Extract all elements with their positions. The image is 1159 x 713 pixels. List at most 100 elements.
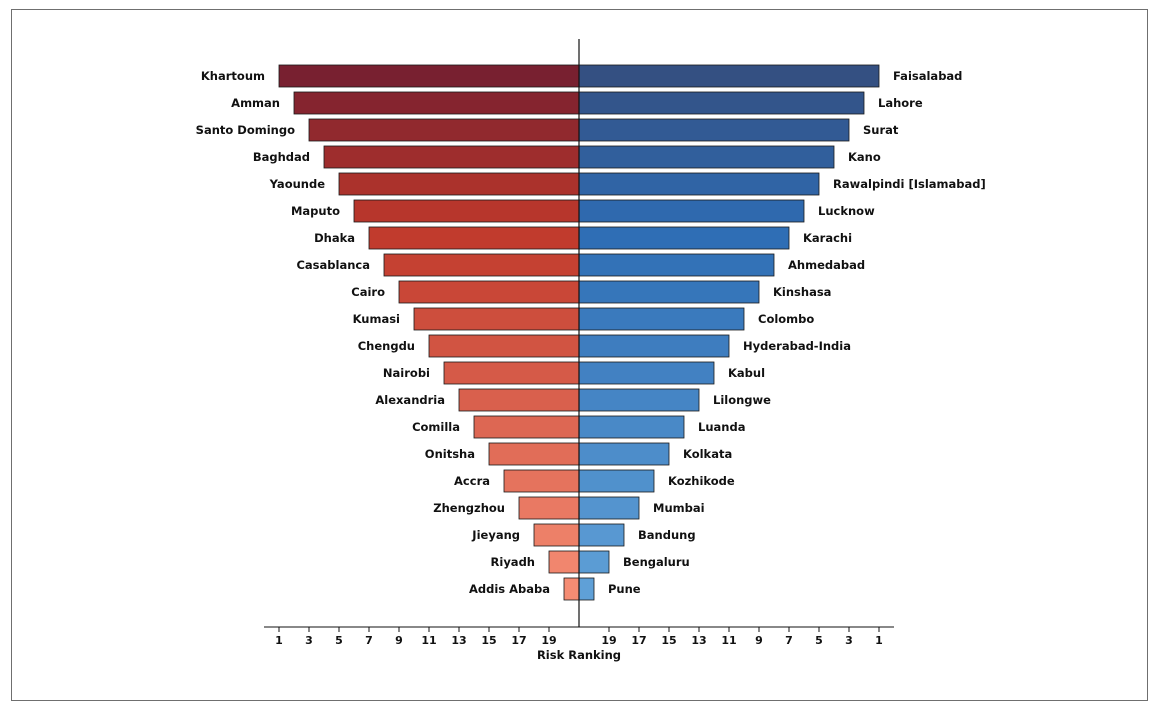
left-bar-label: Zhengzhou [433, 501, 505, 515]
right-bar-label: Lucknow [818, 204, 875, 218]
right-bar-label: Rawalpindi [Islamabad] [833, 177, 986, 191]
right-bar-label: Kabul [728, 366, 765, 380]
left-bar [533, 523, 580, 547]
left-bar [308, 118, 580, 142]
x-tick-label: 17 [631, 634, 646, 647]
x-tick-label: 7 [785, 634, 793, 647]
left-bar-label: Kumasi [353, 312, 400, 326]
left-bar-label: Casablanca [296, 258, 370, 272]
x-tick-label: 19 [601, 634, 616, 647]
right-bar [578, 550, 610, 574]
left-bar-label: Yaounde [269, 177, 326, 191]
x-tick-label: 19 [541, 634, 556, 647]
left-bar [413, 307, 580, 331]
right-bar [578, 91, 865, 115]
right-bar-label: Kolkata [683, 447, 732, 461]
right-bar-label: Kozhikode [668, 474, 735, 488]
x-tick-label: 11 [421, 634, 436, 647]
x-tick-label: 5 [335, 634, 343, 647]
right-bar-label: Karachi [803, 231, 852, 245]
right-bar [578, 334, 730, 358]
left-bar-label: Accra [454, 474, 490, 488]
right-bar [578, 280, 760, 304]
right-bar-label: Kano [848, 150, 881, 164]
x-tick-label: 13 [451, 634, 466, 647]
right-bar [578, 523, 625, 547]
left-bar-label: Addis Ababa [469, 582, 550, 596]
left-bar-label: Comilla [412, 420, 460, 434]
right-bar [578, 577, 595, 601]
left-bar [548, 550, 580, 574]
x-tick-label: 15 [661, 634, 676, 647]
right-bar [578, 415, 685, 439]
left-bar [353, 199, 580, 223]
right-bar-label: Kinshasa [773, 285, 831, 299]
right-bar [578, 307, 745, 331]
right-bar-label: Luanda [698, 420, 745, 434]
left-bar [368, 226, 580, 250]
left-bar-label: Riyadh [491, 555, 535, 569]
right-bar-label: Faisalabad [893, 69, 962, 83]
x-tick-label: 5 [815, 634, 823, 647]
right-bar-label: Ahmedabad [788, 258, 865, 272]
left-bar [323, 145, 580, 169]
right-bar [578, 64, 880, 88]
x-tick-label: 1 [275, 634, 283, 647]
x-tick-label: 15 [481, 634, 496, 647]
right-bar [578, 361, 715, 385]
left-bar-label: Santo Domingo [196, 123, 295, 137]
x-tick-label: 9 [395, 634, 403, 647]
left-bar [293, 91, 580, 115]
right-bar [578, 199, 805, 223]
x-tick-label: 17 [511, 634, 526, 647]
right-bar-label: Hyderabad-India [743, 339, 851, 353]
right-bar-label: Mumbai [653, 501, 705, 515]
right-bar-label: Pune [608, 582, 641, 596]
x-tick-label: 11 [721, 634, 736, 647]
left-bar-label: Cairo [351, 285, 385, 299]
left-bar [458, 388, 580, 412]
left-bar [473, 415, 580, 439]
x-tick-label: 7 [365, 634, 373, 647]
right-bar-label: Bengaluru [623, 555, 690, 569]
right-bar [578, 496, 640, 520]
left-bar [563, 577, 580, 601]
x-tick-label: 9 [755, 634, 763, 647]
left-bar [443, 361, 580, 385]
left-bar-label: Chengdu [358, 339, 415, 353]
left-bar-label: Dhaka [314, 231, 355, 245]
left-bar [428, 334, 580, 358]
x-axis-title: Risk Ranking [537, 648, 621, 662]
right-bar-label: Bandung [638, 528, 696, 542]
right-bar [578, 442, 670, 466]
right-bar [578, 226, 790, 250]
right-bar-label: Surat [863, 123, 899, 137]
x-tick-label: 13 [691, 634, 706, 647]
right-bar [578, 469, 655, 493]
x-tick-label: 3 [305, 634, 313, 647]
left-bar [518, 496, 580, 520]
left-bar [383, 253, 580, 277]
x-tick-label: 3 [845, 634, 853, 647]
left-bar [278, 64, 580, 88]
right-bar-label: Lilongwe [713, 393, 771, 407]
right-bar [578, 388, 700, 412]
right-bar-label: Lahore [878, 96, 923, 110]
left-bar [503, 469, 580, 493]
right-bar [578, 118, 850, 142]
left-bar-label: Amman [231, 96, 280, 110]
left-bar [488, 442, 580, 466]
left-bar [398, 280, 580, 304]
left-bar-label: Jieyang [471, 528, 520, 542]
right-bar [578, 253, 775, 277]
x-tick-label: 1 [875, 634, 883, 647]
left-bar-label: Baghdad [253, 150, 310, 164]
left-bar-label: Alexandria [375, 393, 445, 407]
left-bar-label: Maputo [291, 204, 340, 218]
right-bar [578, 172, 820, 196]
left-bar-label: Khartoum [201, 69, 265, 83]
left-bar-label: Onitsha [425, 447, 475, 461]
right-bar [578, 145, 835, 169]
left-bar-label: Nairobi [383, 366, 430, 380]
